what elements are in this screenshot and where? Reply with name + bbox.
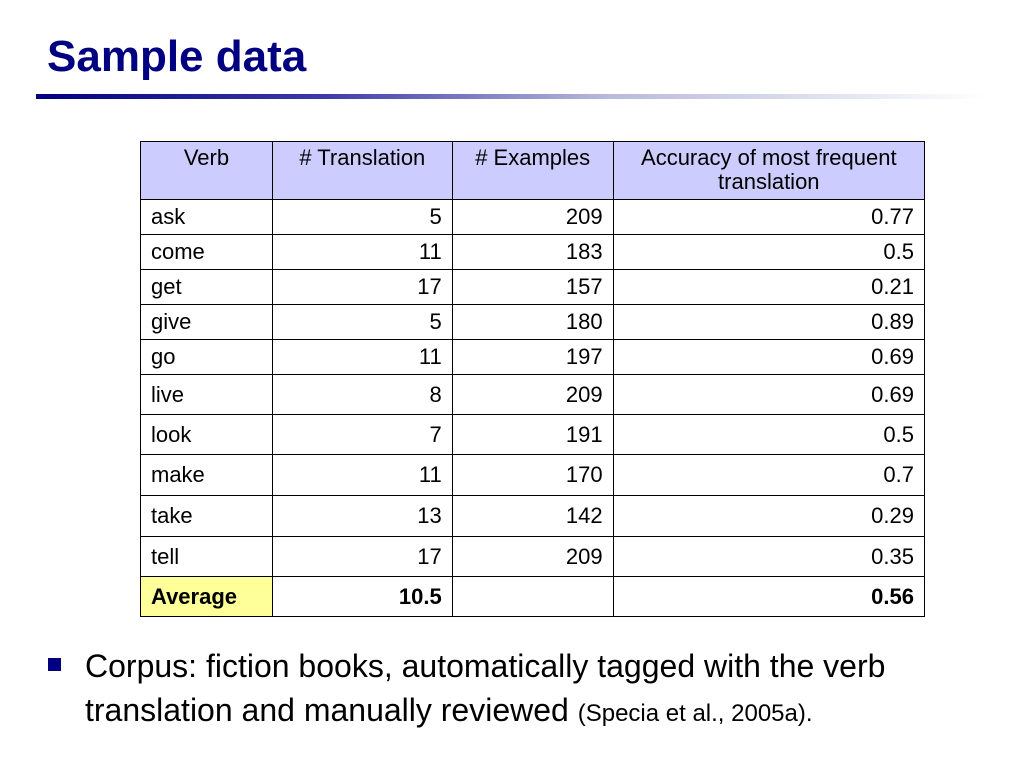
cell-accuracy: 0.7 [612, 454, 926, 496]
table-row: come 11 183 0.5 [140, 234, 926, 270]
table-row: tell 17 209 0.35 [140, 536, 926, 577]
cell-accuracy: 0.29 [612, 495, 926, 537]
cell-examples: 209 [451, 199, 614, 235]
cell-accuracy: 0.5 [612, 234, 926, 270]
cell-examples: 183 [451, 234, 614, 270]
cell-accuracy: 0.77 [612, 199, 926, 235]
cell-verb: make [140, 454, 273, 496]
cell-examples: 197 [451, 339, 614, 375]
cell-translation: 11 [271, 454, 453, 496]
cell-verb: take [140, 495, 273, 537]
bullet-text: Corpus: fiction books, automatically tag… [85, 648, 886, 728]
table-row: ask 5 209 0.77 [140, 199, 926, 235]
bullet-point: Corpus: fiction books, automatically tag… [85, 644, 995, 736]
cell-examples: 170 [451, 454, 614, 496]
cell-examples: 157 [451, 269, 614, 305]
citation: (Specia et al., 2005a). [577, 700, 813, 727]
cell-examples: 142 [451, 495, 614, 537]
cell-accuracy: 0.21 [612, 269, 926, 305]
cell-accuracy: 0.89 [612, 304, 926, 340]
cell-translation: 11 [271, 234, 453, 270]
cell-verb: go [140, 339, 273, 375]
cell-accuracy: 0.5 [612, 414, 926, 455]
table-row: take 13 142 0.29 [140, 495, 926, 537]
sample-data-table: Verb # Translation # Examples Accuracy o… [140, 141, 926, 617]
cell-verb: come [140, 234, 273, 270]
header-verb: Verb [140, 141, 273, 200]
table-row: give 5 180 0.89 [140, 304, 926, 340]
cell-average-examples [451, 576, 614, 617]
cell-examples: 180 [451, 304, 614, 340]
cell-examples: 209 [451, 374, 614, 415]
cell-examples: 209 [451, 536, 614, 577]
cell-average-accuracy: 0.56 [612, 576, 926, 617]
cell-translation: 11 [271, 339, 453, 375]
cell-verb: give [140, 304, 273, 340]
cell-verb: look [140, 414, 273, 455]
cell-translation: 7 [271, 414, 453, 455]
cell-average-translation: 10.5 [271, 576, 453, 617]
cell-translation: 5 [271, 199, 453, 235]
cell-verb: ask [140, 199, 273, 235]
cell-translation: 17 [271, 269, 453, 305]
table-header-row: Verb # Translation # Examples Accuracy o… [140, 141, 926, 200]
table-row: go 11 197 0.69 [140, 339, 926, 375]
cell-translation: 17 [271, 536, 453, 577]
table-row: get 17 157 0.21 [140, 269, 926, 305]
cell-translation: 8 [271, 374, 453, 415]
table-row: make 11 170 0.7 [140, 454, 926, 496]
cell-accuracy: 0.69 [612, 374, 926, 415]
square-bullet-icon [48, 658, 61, 671]
table-average-row: Average 10.5 0.56 [140, 576, 926, 617]
slide-title: Sample data [47, 32, 307, 81]
cell-verb: get [140, 269, 273, 305]
cell-translation: 13 [271, 495, 453, 537]
header-translation: # Translation [271, 141, 453, 200]
header-accuracy: Accuracy of most frequent translation [612, 141, 926, 200]
cell-verb: tell [140, 536, 273, 577]
cell-verb: live [140, 374, 273, 415]
cell-accuracy: 0.69 [612, 339, 926, 375]
cell-translation: 5 [271, 304, 453, 340]
table-row: look 7 191 0.5 [140, 414, 926, 455]
cell-examples: 191 [451, 414, 614, 455]
title-underline [36, 94, 986, 99]
header-examples: # Examples [451, 141, 614, 200]
table-row: live 8 209 0.69 [140, 374, 926, 415]
cell-accuracy: 0.35 [612, 536, 926, 577]
cell-average-label: Average [140, 576, 273, 617]
